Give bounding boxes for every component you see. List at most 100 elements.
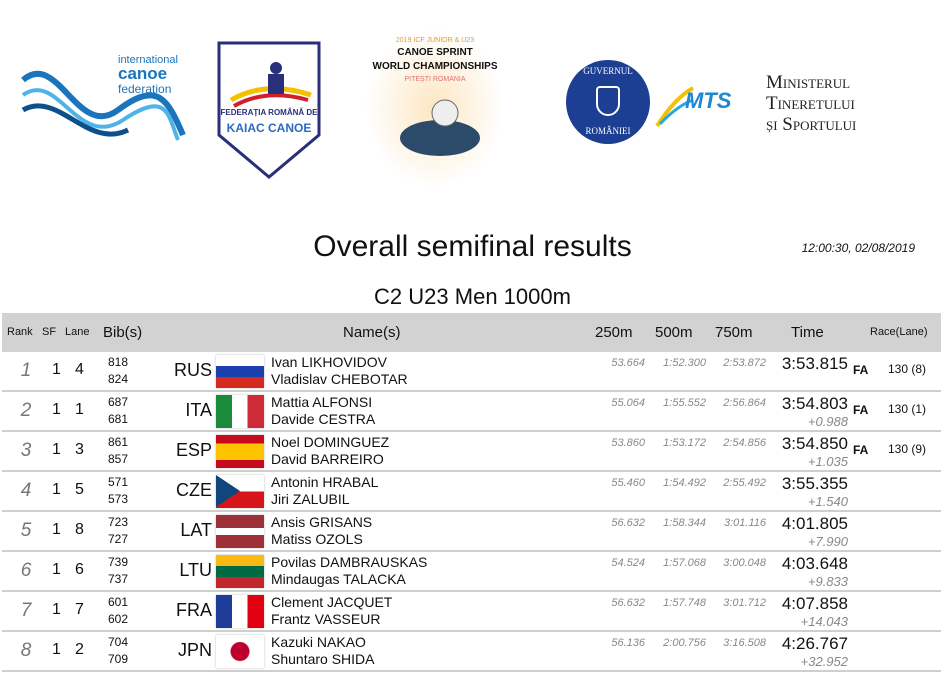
- header-bibs: Bib(s): [103, 324, 143, 341]
- bib-1: 571: [108, 475, 129, 489]
- split-500m: 1:55.552: [663, 397, 706, 409]
- athlete-name-1: Ivan LIKHOVIDOV: [271, 354, 387, 370]
- page-title: Overall semifinal results: [313, 230, 632, 263]
- table-row: 1 1 4 818 824 RUS Ivan LIKHOVIDOV Vladis…: [2, 352, 941, 392]
- italy-flag-icon: [216, 395, 264, 428]
- athlete-name-2: Jiri ZALUBIL: [271, 491, 350, 507]
- athlete-name-2: David BARREIRO: [271, 451, 384, 467]
- bib-2: 602: [108, 612, 129, 626]
- country-code: LAT: [180, 520, 212, 540]
- time-behind: +14.043: [800, 614, 848, 629]
- spain-flag-icon: [216, 435, 264, 468]
- split-500m: 1:53.172: [663, 437, 706, 449]
- split-750m: 3:00.048: [723, 557, 766, 569]
- header-750m: 750m: [715, 324, 753, 341]
- lane: 2: [75, 641, 84, 658]
- time-behind: +1.035: [807, 454, 848, 469]
- lane: 1: [75, 401, 84, 418]
- race-lane: 130 (8): [888, 362, 927, 376]
- bib-2: 737: [108, 572, 129, 586]
- semifinal: 1: [52, 641, 61, 658]
- rank: 2: [20, 400, 32, 421]
- time-behind: +0.988: [807, 414, 848, 429]
- rank: 7: [20, 600, 32, 621]
- split-500m: 2:00.756: [663, 637, 706, 649]
- athlete-name-2: Frantz VASSEUR: [271, 611, 381, 627]
- split-250m: 53.664: [611, 357, 645, 369]
- final-time: 3:53.815: [781, 354, 848, 373]
- rank: 4: [20, 480, 32, 501]
- rank: 1: [20, 360, 32, 381]
- semifinal: 1: [52, 361, 61, 378]
- split-750m: 3:01.116: [723, 517, 766, 529]
- final-time: 4:01.805: [781, 514, 848, 533]
- header-250m: 250m: [595, 324, 633, 341]
- split-500m: 1:57.748: [663, 597, 706, 609]
- final-time: 3:54.850: [781, 434, 848, 453]
- split-750m: 3:16.508: [723, 637, 766, 649]
- bib-2: 709: [108, 652, 129, 666]
- lithuania-flag-icon: [216, 555, 264, 588]
- rank: 6: [20, 560, 32, 581]
- athlete-name-2: Vladislav CHEBOTAR: [271, 371, 408, 387]
- semifinal: 1: [52, 521, 61, 538]
- bib-1: 861: [108, 435, 129, 449]
- czech-triangle-icon: [216, 475, 240, 507]
- athlete-name-2: Mindaugas TALACKA: [271, 571, 406, 587]
- athlete-name-1: Povilas DAMBRAUSKAS: [271, 554, 428, 570]
- country-code: LTU: [179, 560, 212, 580]
- final-time: 3:55.355: [781, 474, 848, 493]
- split-750m: 2:56.864: [723, 397, 766, 409]
- athlete-name-1: Noel DOMINGUEZ: [271, 434, 390, 450]
- country-code: RUS: [173, 360, 212, 380]
- lane: 6: [75, 561, 84, 578]
- lane: 8: [75, 521, 84, 538]
- mts-logo: MTS: [655, 78, 755, 128]
- split-750m: 2:54.856: [723, 437, 766, 449]
- bib-1: 601: [108, 595, 129, 609]
- time-behind: +7.990: [807, 534, 848, 549]
- bib-1: 739: [108, 555, 129, 569]
- rank: 8: [20, 640, 32, 661]
- athlete-name-1: Ansis GRISANS: [271, 514, 373, 530]
- split-750m: 2:55.492: [723, 477, 766, 489]
- table-row: 3 1 3 861 857 ESP Noel DOMINGUEZ David B…: [2, 432, 941, 472]
- split-500m: 1:58.344: [663, 517, 706, 529]
- split-250m: 54.524: [611, 557, 645, 569]
- semifinal: 1: [52, 601, 61, 618]
- header-500m: 500m: [655, 324, 693, 341]
- split-500m: 1:57.068: [663, 557, 706, 569]
- icf-logo: international canoe federation: [18, 50, 188, 150]
- header-names: Name(s): [343, 324, 401, 341]
- lane: 3: [75, 441, 84, 458]
- athlete-name-1: Kazuki NAKAO: [271, 634, 366, 650]
- race-lane: 130 (9): [888, 442, 927, 456]
- country-code: ITA: [185, 400, 212, 420]
- bib-1: 704: [108, 635, 129, 649]
- final-time: 4:26.767: [781, 634, 848, 653]
- country-code: ESP: [175, 440, 212, 460]
- final-time: 3:54.803: [781, 394, 848, 413]
- event-subtitle: C2 U23 Men 1000m: [374, 284, 571, 309]
- france-flag-icon: [216, 595, 264, 628]
- qualification: FA: [853, 363, 869, 377]
- header-race-lane: Race(Lane): [870, 326, 928, 338]
- split-250m: 55.064: [611, 397, 645, 409]
- split-250m: 56.136: [611, 637, 645, 649]
- semifinal: 1: [52, 441, 61, 458]
- table-row: 5 1 8 723 727 LAT Ansis GRISANS Matiss O…: [2, 512, 941, 552]
- country-code: CZE: [176, 480, 212, 500]
- lane: 5: [75, 481, 84, 498]
- split-250m: 56.632: [611, 597, 645, 609]
- lane: 7: [75, 601, 84, 618]
- final-time: 4:07.858: [781, 594, 848, 613]
- ministry-logo: Ministerul Tineretului și Sportului: [766, 72, 857, 135]
- bib-2: 824: [108, 372, 129, 386]
- bib-1: 818: [108, 355, 129, 369]
- lane: 4: [75, 361, 84, 378]
- rank: 5: [20, 520, 32, 541]
- athlete-name-2: Matiss OZOLS: [271, 531, 363, 547]
- bib-2: 681: [108, 412, 129, 426]
- athlete-name-1: Mattia ALFONSI: [271, 394, 373, 410]
- table-row: 8 1 2 704 709 JPN Kazuki NAKAO Shuntaro …: [2, 632, 941, 672]
